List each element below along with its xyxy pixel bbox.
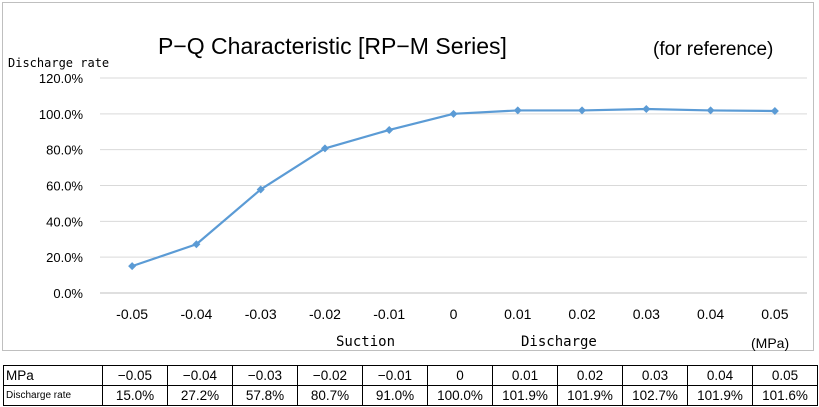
y-tick-label: 20.0% — [46, 250, 83, 265]
table-cell: 101.9% — [492, 385, 558, 406]
row-header-mpa: MPa — [3, 365, 103, 386]
y-tick-label: 40.0% — [46, 214, 83, 229]
data-point — [513, 106, 522, 115]
series-line — [131, 107, 775, 268]
table-cell: 0.03 — [622, 365, 688, 386]
data-point — [578, 106, 587, 115]
table-cell: 0.05 — [752, 365, 818, 386]
discharge-label: Discharge — [521, 334, 597, 350]
x-tick-label: -0.02 — [309, 306, 341, 322]
table-row-mpa: MPa −0.05 −0.04 −0.03 −0.02 −0.01 0 0.01… — [3, 365, 818, 386]
suction-label: Suction — [336, 334, 396, 350]
data-point — [385, 125, 394, 134]
table-cell: 102.7% — [622, 385, 688, 406]
x-tick-label: -0.03 — [245, 306, 277, 322]
table-cell: −0.03 — [232, 365, 298, 386]
table-cell: −0.04 — [167, 365, 233, 386]
y-tick-label: 0.0% — [53, 286, 83, 301]
x-tick-label: -0.04 — [180, 306, 212, 322]
x-tick-label: 0.01 — [504, 306, 531, 322]
table-cell: 101.6% — [752, 385, 818, 406]
table-cell: 100.0% — [427, 385, 493, 406]
data-point — [449, 109, 458, 118]
table-cell: 0.01 — [492, 365, 558, 386]
y-tick-label: 120.0% — [39, 71, 84, 86]
table-cell: 27.2% — [167, 385, 233, 406]
chart-title: P−Q Characteristic [RP−M Series] — [158, 33, 507, 59]
data-point — [320, 144, 329, 153]
table-cell: 80.7% — [297, 385, 363, 406]
data-table: MPa −0.05 −0.04 −0.03 −0.02 −0.01 0 0.01… — [3, 365, 818, 406]
chart-area: 0.0% 20.0% 40.0% 60.0% 80.0% 100.0% 120.0% -0.0… — [2, 2, 814, 351]
data-point — [770, 106, 779, 115]
row-header-discharge-rate: Discharge rate — [3, 385, 103, 406]
data-point — [642, 104, 651, 113]
y-axis-label: Discharge rate — [8, 56, 110, 70]
table-cell: 91.0% — [362, 385, 428, 406]
table-cell: 15.0% — [102, 385, 168, 406]
data-point — [256, 185, 265, 194]
x-tick-label: 0.02 — [568, 306, 595, 322]
line-chart: 0.0% 20.0% 40.0% 60.0% 80.0% 100.0% 120.0% -0.0… — [39, 71, 807, 322]
x-tick-label: -0.05 — [116, 306, 148, 322]
x-tick-label: 0 — [450, 306, 458, 322]
table-row-discharge-rate: Discharge rate 15.0% 27.2% 57.8% 80.7% 9… — [3, 385, 818, 406]
table-cell: −0.02 — [297, 365, 363, 386]
x-tick-label: 0.05 — [761, 306, 788, 322]
table-cell: 0.04 — [687, 365, 753, 386]
table-cell: −0.05 — [102, 365, 168, 386]
table-cell: −0.01 — [362, 365, 428, 386]
data-point — [128, 262, 137, 271]
table-cell: 0.02 — [557, 365, 623, 386]
chart-note: (for reference) — [653, 39, 774, 60]
y-tick-label: 60.0% — [46, 179, 83, 194]
y-tick-label: 100.0% — [39, 107, 84, 122]
x-axis-unit: (MPa) — [751, 335, 790, 351]
x-tick-label: 0.04 — [697, 306, 724, 322]
table-cell: 101.9% — [687, 385, 753, 406]
y-tick-label: 80.0% — [46, 143, 83, 158]
x-tick-label: 0.03 — [633, 306, 660, 322]
table-cell: 57.8% — [232, 385, 298, 406]
table-cell: 101.9% — [557, 385, 623, 406]
x-tick-label: -0.01 — [373, 306, 405, 322]
data-point — [192, 240, 201, 249]
data-point — [706, 106, 715, 115]
table-cell: 0 — [427, 365, 493, 386]
